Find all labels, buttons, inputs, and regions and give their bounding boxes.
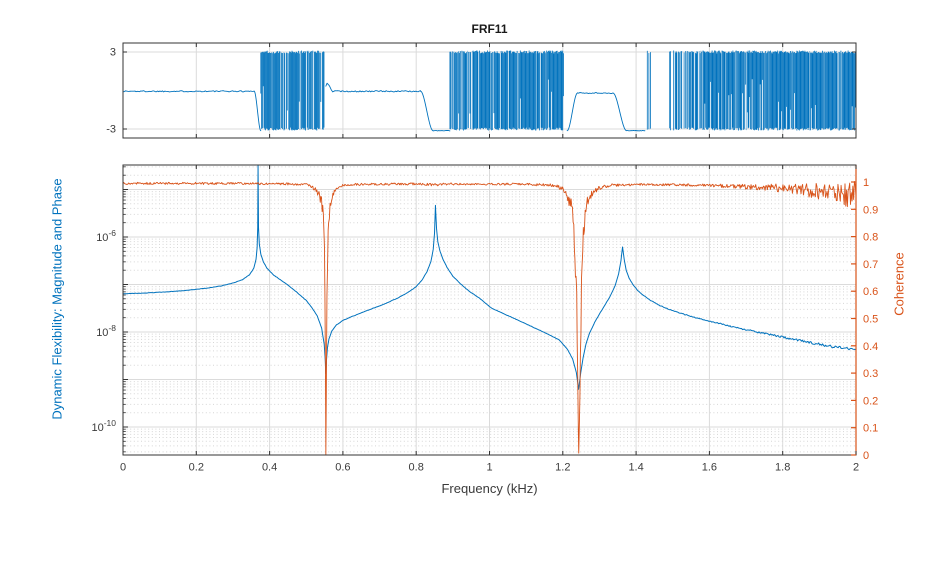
coherence-tick-label: 0.8 — [863, 232, 878, 244]
coherence-tick-label: 0.3 — [863, 368, 878, 380]
x-tick-label: 2 — [853, 462, 859, 474]
x-tick-label: 0.6 — [335, 462, 350, 474]
x-tick-label: 0.2 — [189, 462, 204, 474]
x-tick-label: 0 — [120, 462, 126, 474]
coherence-tick-label: 0.5 — [863, 314, 878, 326]
y-axis-label-left: Dynamic Flexibility: Magnitude and Phase — [49, 178, 65, 420]
coherence-tick-label: 0.9 — [863, 204, 878, 216]
phase-y-tick-label: 3 — [110, 46, 116, 58]
x-tick-label: 0.8 — [409, 462, 424, 474]
phase-y-tick-label: -3 — [106, 124, 116, 136]
series-layer — [123, 165, 856, 455]
log-y-tick-label: 10-6 — [96, 228, 116, 244]
magnitude-coherence-plot: 0 0.2 0.4 0.6 0.8 1 1.2 1.4 1.6 1.8 2 10-6 10-8 10-10… — [91, 164, 878, 474]
coherence-tick-label: 0.4 — [863, 341, 878, 353]
log-y-tick-label: 10-10 — [91, 418, 116, 434]
x-tick-label: 1.2 — [555, 462, 570, 474]
coherence-tick-label: 1 — [863, 177, 869, 189]
coherence-tick-label: 0.6 — [863, 286, 878, 298]
x-axis-label: Frequency (kHz) — [441, 481, 538, 496]
chart-title: FRF11 — [471, 22, 508, 36]
coherence-tick-label: 0.1 — [863, 423, 878, 435]
y-axis-label-right: Coherence — [891, 252, 907, 316]
log-y-tick-label: 10-8 — [96, 323, 116, 339]
coherence-tick-label: 0.2 — [863, 395, 878, 407]
x-tick-label: 1.4 — [628, 462, 643, 474]
coherence-tick-label: 0.7 — [863, 259, 878, 271]
x-tick-label: 1.6 — [702, 462, 717, 474]
x-tick-label: 0.4 — [262, 462, 277, 474]
x-tick-label: 1.8 — [775, 462, 790, 474]
phase-plot: 3 -3 — [106, 42, 857, 139]
coherence-tick-label: 0 — [863, 450, 869, 462]
phase-series — [122, 50, 856, 132]
x-tick-label: 1 — [486, 462, 492, 474]
